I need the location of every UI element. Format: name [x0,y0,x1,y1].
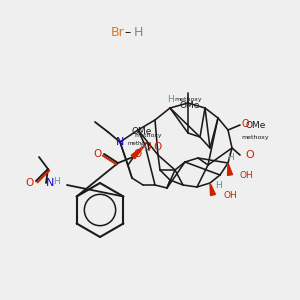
Text: OH: OH [240,170,254,179]
Text: O: O [94,149,102,159]
Text: methoxy: methoxy [128,140,152,146]
Text: H: H [139,143,145,152]
Text: N: N [46,178,54,188]
Polygon shape [131,145,145,159]
Text: OMe: OMe [180,100,200,109]
Text: Br: Br [111,26,125,38]
Text: OMe: OMe [132,127,152,136]
Text: O: O [245,150,254,160]
Text: H: H [133,26,143,38]
Text: O: O [153,142,161,152]
Text: OH: OH [223,190,237,200]
Text: methoxy: methoxy [134,133,162,137]
Text: O: O [134,149,142,159]
Text: methoxy: methoxy [241,136,269,140]
Text: H: H [228,154,234,163]
Text: OMe: OMe [246,121,266,130]
Polygon shape [210,183,215,196]
Text: H: H [54,178,60,187]
Text: H: H [167,95,173,104]
Polygon shape [227,163,232,175]
Text: –: – [121,26,135,38]
Text: methoxy: methoxy [174,97,202,101]
Text: O: O [241,119,249,129]
Text: O: O [143,142,151,152]
Text: O: O [26,178,34,188]
Text: H: H [214,181,221,190]
Text: N: N [116,137,124,147]
